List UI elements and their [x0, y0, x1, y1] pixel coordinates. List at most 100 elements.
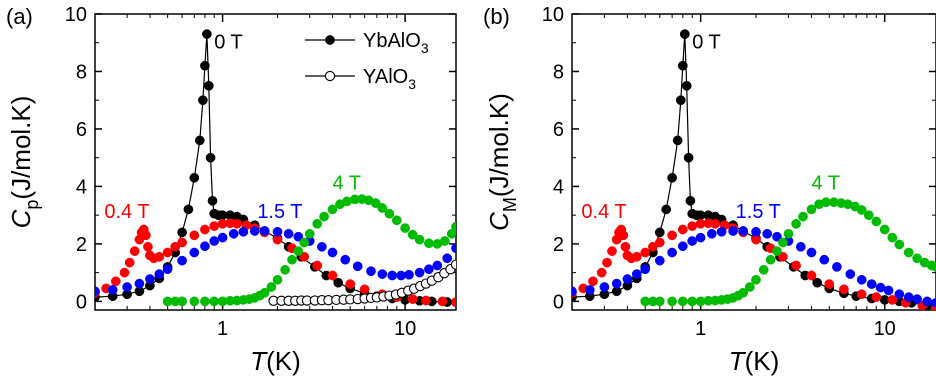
- data-point: [293, 246, 304, 256]
- data-point: [407, 229, 418, 240]
- data-point: [366, 266, 376, 277]
- legend-marker: [325, 35, 335, 45]
- data-point: [631, 251, 642, 262]
- data-point: [685, 195, 696, 206]
- y-tick-label: 0: [553, 291, 564, 313]
- data-point: [424, 264, 434, 275]
- data-point: [806, 204, 817, 215]
- data-point: [198, 95, 208, 106]
- data-point: [200, 60, 210, 71]
- y-tick-label: 10: [542, 4, 564, 26]
- legend-label: YAlO3: [363, 66, 416, 92]
- data-point: [162, 264, 173, 275]
- data-point: [572, 286, 577, 297]
- data-point: [710, 218, 721, 229]
- data-point: [728, 226, 738, 236]
- data-point: [280, 264, 290, 275]
- y-axis-label: Cp(J/mol.K): [6, 96, 42, 229]
- data-point: [667, 247, 677, 258]
- data-point: [287, 254, 297, 265]
- data-point: [738, 226, 748, 236]
- data-point: [856, 274, 867, 285]
- data-point: [863, 210, 874, 221]
- data-point: [716, 226, 727, 237]
- legend-label-base: YAlO: [363, 66, 408, 88]
- data-point: [228, 228, 239, 239]
- data-point: [687, 296, 698, 307]
- data-point: [672, 135, 683, 146]
- plot-frame: [571, 13, 936, 311]
- data-point: [177, 296, 187, 307]
- data-point: [209, 296, 220, 307]
- data-point: [209, 221, 220, 231]
- data-point: [299, 237, 310, 248]
- data-point: [622, 274, 633, 284]
- data-point: [145, 274, 155, 284]
- series-0-t: [572, 29, 936, 310]
- x-axis-symbol: T: [729, 346, 747, 376]
- data-point: [249, 226, 260, 236]
- field-annotation: 1.5 T: [736, 201, 781, 223]
- data-point: [446, 228, 456, 239]
- data-point: [931, 297, 936, 308]
- data-point: [304, 228, 315, 239]
- data-point: [738, 287, 748, 298]
- data-point: [706, 228, 717, 239]
- data-point: [377, 203, 388, 213]
- data-point: [661, 204, 672, 215]
- series-4-t: [162, 194, 456, 307]
- data-point: [654, 255, 665, 266]
- data-point: [141, 230, 151, 241]
- data-point: [387, 270, 398, 281]
- data-point: [272, 274, 283, 285]
- data-point: [432, 260, 443, 271]
- chart-panel-2: (b) 0 2 4 6 8 10 1 10 0 T 0.4 T 1.5 T 4 T T(K) CM(J/mo…: [483, 4, 936, 376]
- data-point: [384, 208, 395, 219]
- data-point: [189, 247, 200, 258]
- data-point: [620, 241, 631, 252]
- data-point: [272, 226, 283, 237]
- plot-frame: [94, 13, 457, 311]
- data-point: [439, 236, 450, 246]
- data-point: [640, 247, 651, 258]
- data-point: [451, 221, 456, 232]
- data-point: [414, 267, 425, 278]
- data-point: [451, 297, 456, 307]
- data-point: [806, 247, 817, 258]
- panel-label: (b): [483, 4, 510, 29]
- data-point: [95, 286, 100, 297]
- y-tick-label: 10: [65, 4, 87, 26]
- data-layer: [572, 29, 936, 310]
- data-point: [177, 227, 187, 238]
- data-point: [683, 152, 694, 163]
- data-point: [162, 247, 173, 258]
- data-point: [839, 284, 849, 295]
- y-axis-subscript: p: [22, 200, 42, 210]
- x-tick-label: 1: [217, 318, 228, 340]
- field-annotation: 4 T: [332, 172, 361, 194]
- y-tick-label: 4: [76, 176, 87, 198]
- data-point: [887, 295, 898, 305]
- data-point: [203, 80, 214, 91]
- y-axis-subscript: M: [500, 197, 520, 212]
- data-point: [758, 264, 769, 275]
- data-point: [667, 172, 677, 183]
- data-point: [404, 269, 414, 280]
- data-point: [806, 270, 817, 281]
- data-point: [883, 285, 894, 296]
- series-1-5-t: [572, 226, 936, 308]
- data-point: [795, 241, 806, 252]
- data-point: [791, 218, 801, 229]
- chart-panel-1: (a) 0 2 4 6 8 10 1 10 0 T 0.4 T 1.5 T 4 T T(K) Cp(J/mo…: [6, 4, 457, 376]
- y-tick-label: 6: [76, 119, 87, 141]
- data-point: [798, 211, 808, 222]
- data-point: [177, 255, 187, 266]
- y-tick-label: 0: [76, 291, 87, 313]
- data-point: [421, 295, 431, 306]
- data-point: [200, 296, 210, 307]
- data-point: [377, 269, 388, 279]
- data-point: [677, 60, 688, 71]
- field-annotation: 1.5 T: [257, 201, 302, 223]
- data-point: [871, 292, 882, 302]
